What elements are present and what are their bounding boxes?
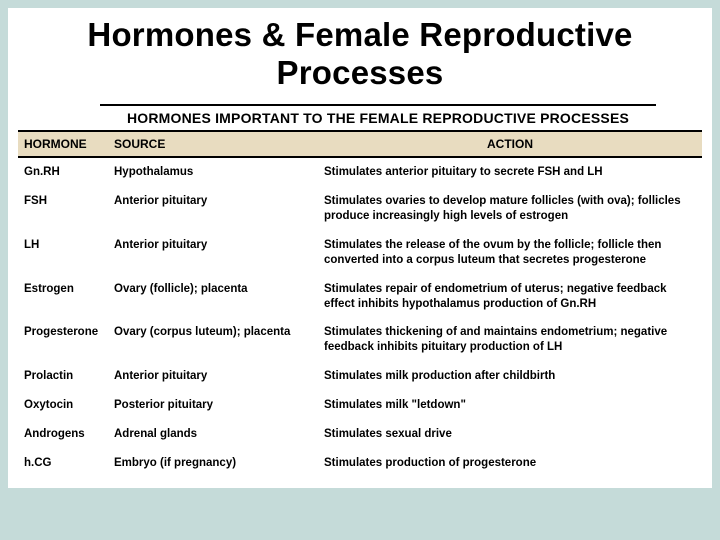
cell-action: Stimulates milk "letdown" [318,391,702,420]
table-row: LH Anterior pituitary Stimulates the rel… [18,231,702,275]
table-row: Oxytocin Posterior pituitary Stimulates … [18,391,702,420]
cell-action: Stimulates sexual drive [318,420,702,449]
cell-hormone: Estrogen [18,275,108,319]
table-subtitle: HORMONES IMPORTANT TO THE FEMALE REPRODU… [100,108,656,130]
cell-action: Stimulates thickening of and maintains e… [318,318,702,362]
cell-source: Embryo (if pregnancy) [108,449,318,478]
cell-action: Stimulates ovaries to develop mature fol… [318,187,702,231]
table-header-row: HORMONE SOURCE ACTION [18,131,702,157]
page-title: Hormones & Female Reproductive Processes [18,14,702,98]
cell-action: Stimulates production of progesterone [318,449,702,478]
table-row: Progesterone Ovary (corpus luteum); plac… [18,318,702,362]
table-row: FSH Anterior pituitary Stimulates ovarie… [18,187,702,231]
cell-action: Stimulates anterior pituitary to secrete… [318,157,702,187]
cell-hormone: Oxytocin [18,391,108,420]
cell-hormone: FSH [18,187,108,231]
page-outer: Hormones & Female Reproductive Processes… [0,0,720,496]
cell-source: Anterior pituitary [108,362,318,391]
cell-hormone: Androgens [18,420,108,449]
cell-hormone: Prolactin [18,362,108,391]
table-row: Androgens Adrenal glands Stimulates sexu… [18,420,702,449]
cell-source: Anterior pituitary [108,187,318,231]
cell-hormone: h.CG [18,449,108,478]
subtitle-rule: HORMONES IMPORTANT TO THE FEMALE REPRODU… [100,104,656,130]
cell-action: Stimulates the release of the ovum by th… [318,231,702,275]
cell-hormone: Gn.RH [18,157,108,187]
cell-source: Ovary (follicle); placenta [108,275,318,319]
content-panel: Hormones & Female Reproductive Processes… [8,8,712,488]
hormones-table: HORMONE SOURCE ACTION Gn.RH Hypothalamus… [18,130,702,478]
cell-source: Ovary (corpus luteum); placenta [108,318,318,362]
table-row: h.CG Embryo (if pregnancy) Stimulates pr… [18,449,702,478]
col-header-hormone: HORMONE [18,131,108,157]
col-header-source: SOURCE [108,131,318,157]
table-row: Estrogen Ovary (follicle); placenta Stim… [18,275,702,319]
table-row: Prolactin Anterior pituitary Stimulates … [18,362,702,391]
cell-action: Stimulates repair of endometrium of uter… [318,275,702,319]
cell-hormone: LH [18,231,108,275]
cell-hormone: Progesterone [18,318,108,362]
cell-source: Posterior pituitary [108,391,318,420]
table-body: Gn.RH Hypothalamus Stimulates anterior p… [18,157,702,478]
cell-action: Stimulates milk production after childbi… [318,362,702,391]
cell-source: Adrenal glands [108,420,318,449]
table-row: Gn.RH Hypothalamus Stimulates anterior p… [18,157,702,187]
cell-source: Hypothalamus [108,157,318,187]
cell-source: Anterior pituitary [108,231,318,275]
col-header-action: ACTION [318,131,702,157]
